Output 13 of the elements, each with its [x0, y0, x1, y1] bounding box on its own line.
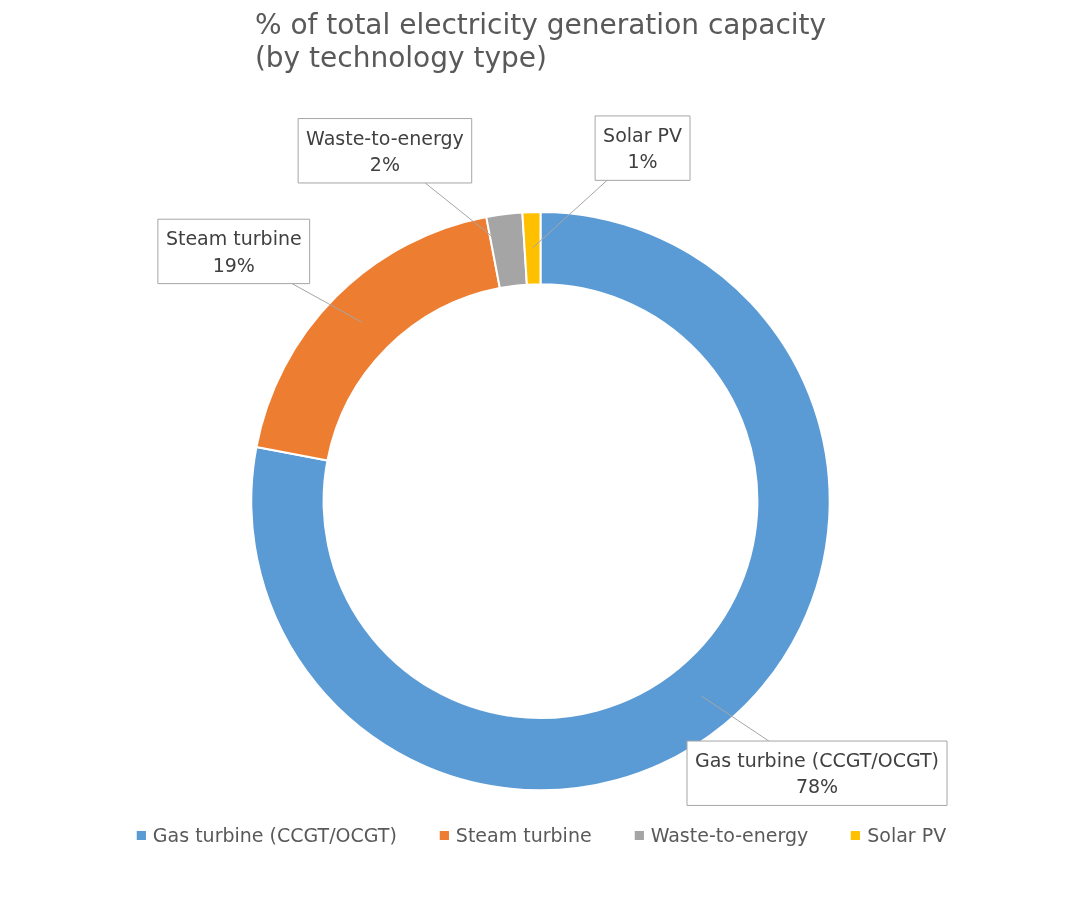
legend-label: Gas turbine (CCGT/OCGT) — [152, 824, 397, 846]
data-label: 1% — [627, 150, 658, 173]
slice-label: Steam turbine — [165, 227, 302, 250]
data-label: 78% — [795, 775, 839, 798]
chart-title: % of total electricity generation capacity (by technology type) — [254, 7, 827, 74]
legend-label: Steam turbine — [455, 824, 592, 846]
slice-label: Solar PV — [603, 123, 683, 146]
data-label: 19% — [212, 253, 255, 276]
data-label: 2% — [369, 152, 400, 175]
legend-label: Waste-to-energy — [650, 824, 809, 846]
slice-label: Waste-to-energy — [306, 126, 464, 149]
slice-label: Gas turbine (CCGT/OCGT) — [695, 749, 940, 772]
legend-label: Solar PV — [867, 824, 947, 846]
